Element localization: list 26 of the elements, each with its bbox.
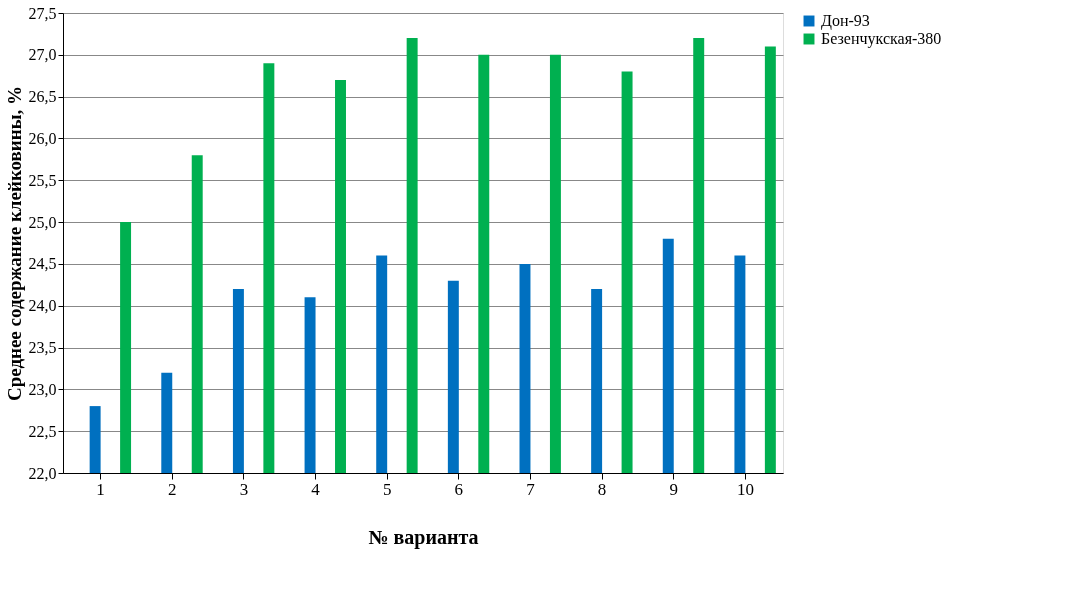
y-tick-label: 25,0: [28, 213, 57, 231]
x-tick-label: 9: [669, 479, 678, 499]
y-axis-title: Среднее содержание клейковины, %: [3, 85, 25, 402]
y-tick-label: 25,5: [28, 171, 57, 189]
y-tick-label: 23,0: [28, 380, 57, 398]
y-tick-label: 24,5: [28, 255, 57, 273]
y-tick-label: 24,0: [28, 297, 57, 315]
legend-label: Дон-93: [821, 12, 870, 30]
y-tick-label: 22,0: [28, 464, 57, 482]
x-tick-label: 1: [96, 479, 105, 499]
x-tick-label: 8: [597, 479, 607, 499]
y-tick-label: 27,0: [28, 46, 57, 64]
x-tick-label: 10: [736, 479, 754, 499]
x-tick-label: 2: [168, 479, 177, 499]
y-tick-label: 27,5: [28, 4, 57, 22]
x-tick-label: 3: [239, 479, 249, 499]
y-tick-label: 23,5: [28, 339, 57, 357]
y-tick-label: 22,5: [28, 422, 57, 440]
legend-label: Безенчукская-380: [821, 30, 942, 48]
x-tick-label: 7: [526, 479, 536, 499]
x-axis-title: № варианта: [368, 525, 479, 549]
x-tick-label: 6: [454, 479, 464, 499]
x-tick-label: 5: [382, 479, 392, 499]
x-tick-label: 4: [311, 479, 321, 499]
y-tick-label: 26,0: [28, 129, 57, 147]
y-tick-label: 26,5: [28, 88, 57, 106]
